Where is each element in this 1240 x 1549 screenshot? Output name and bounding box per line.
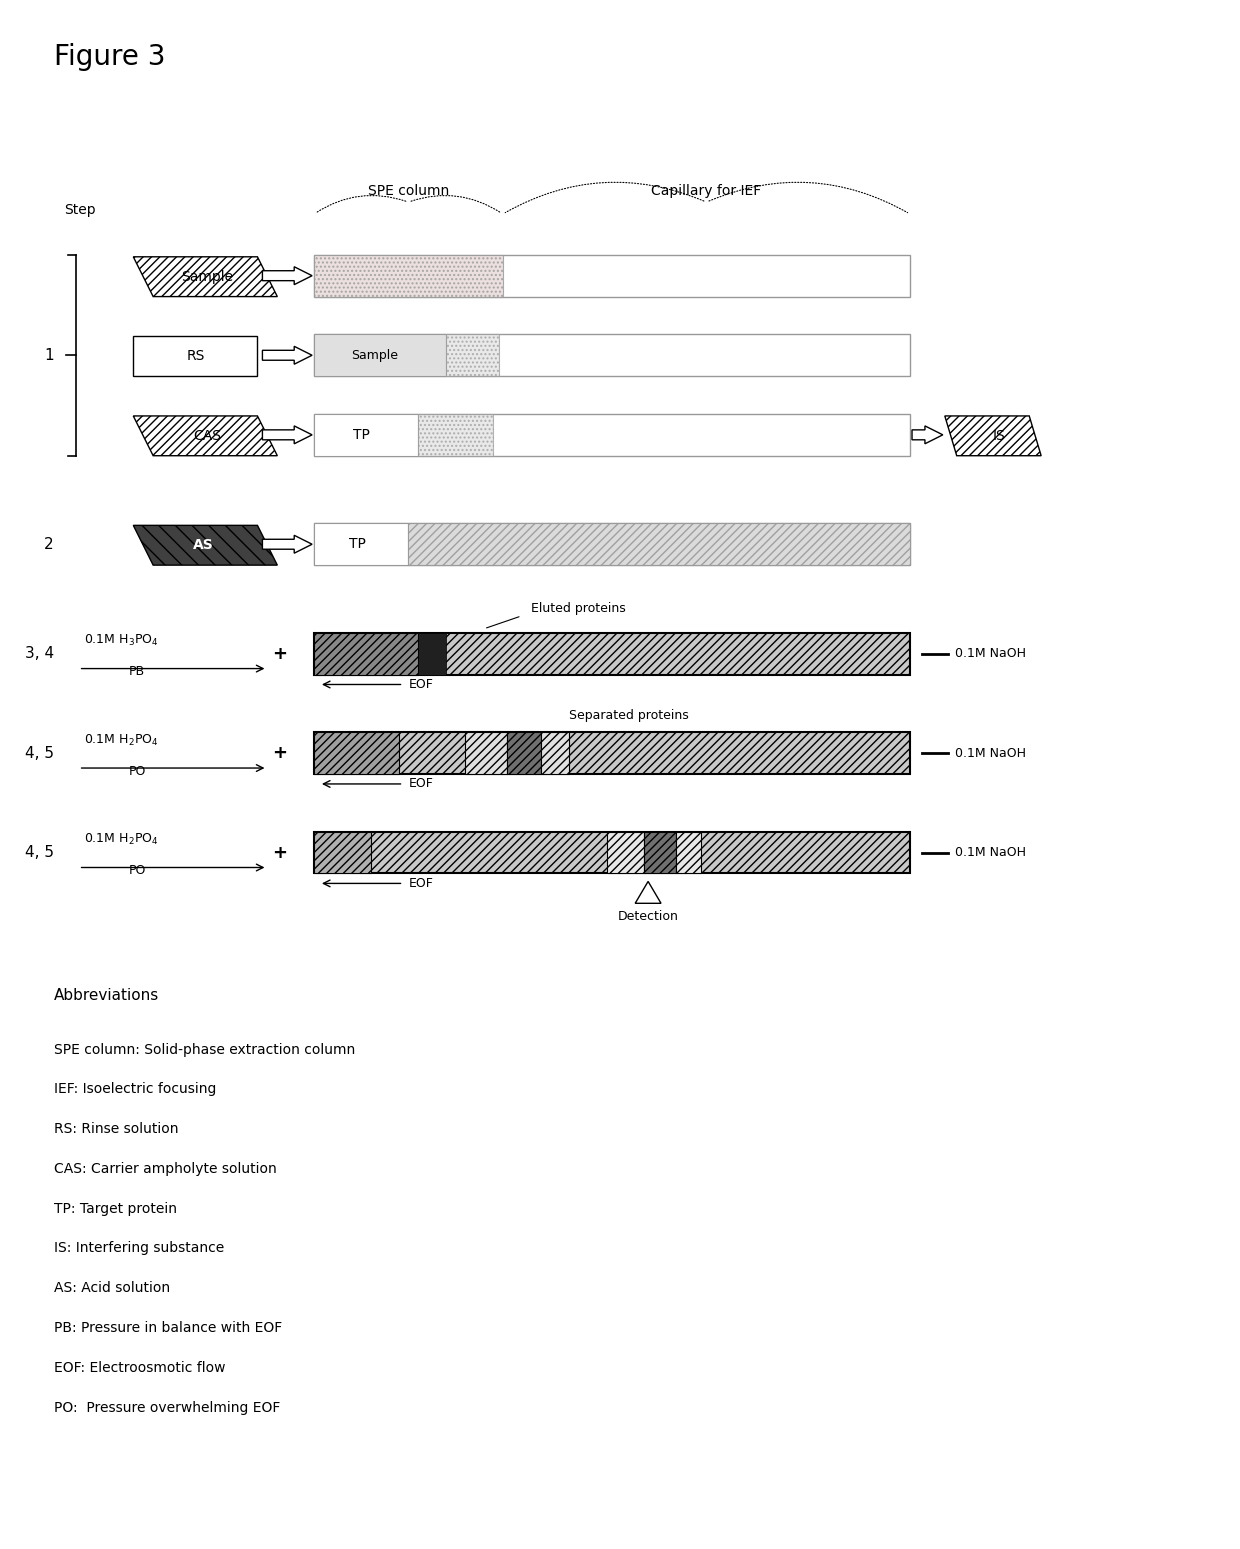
Bar: [645, 832, 676, 874]
Text: 0.1M H$_2$PO$_4$: 0.1M H$_2$PO$_4$: [83, 832, 159, 847]
Polygon shape: [913, 426, 942, 445]
Text: AS: AS: [193, 538, 213, 553]
Bar: [408, 524, 910, 565]
Bar: [446, 335, 498, 376]
Bar: [507, 733, 541, 774]
Text: +: +: [272, 744, 286, 762]
Bar: [314, 256, 502, 296]
Text: EOF: EOF: [408, 778, 433, 790]
Text: 0.1M NaOH: 0.1M NaOH: [955, 647, 1025, 660]
Polygon shape: [133, 417, 278, 455]
Polygon shape: [263, 426, 312, 445]
Text: Figure 3: Figure 3: [53, 43, 165, 71]
Text: 3, 4: 3, 4: [25, 646, 53, 661]
Bar: [676, 832, 701, 874]
Text: Abbreviations: Abbreviations: [53, 988, 159, 1002]
Polygon shape: [263, 347, 312, 364]
Bar: [465, 733, 507, 774]
Text: RS: RS: [186, 349, 205, 364]
Text: EOF: Electroosmotic flow: EOF: Electroosmotic flow: [53, 1362, 226, 1376]
Text: 4, 5: 4, 5: [25, 846, 53, 860]
Text: PB: Pressure in balance with EOF: PB: Pressure in balance with EOF: [53, 1321, 281, 1335]
Text: Sample: Sample: [351, 349, 398, 362]
Text: EOF: EOF: [408, 678, 433, 691]
Text: Capillary for IEF: Capillary for IEF: [651, 184, 761, 198]
Text: PO: PO: [128, 765, 146, 778]
Text: SPE column: Solid-phase extraction column: SPE column: Solid-phase extraction colum…: [53, 1042, 355, 1056]
Text: CAS: CAS: [193, 429, 221, 443]
Text: 1: 1: [45, 349, 53, 362]
Bar: [314, 634, 418, 674]
Text: 0.1M NaOH: 0.1M NaOH: [955, 747, 1025, 759]
Text: 0.1M H$_2$PO$_4$: 0.1M H$_2$PO$_4$: [83, 733, 159, 748]
Bar: [541, 733, 569, 774]
Bar: [314, 733, 399, 774]
Bar: [133, 336, 258, 376]
Bar: [314, 335, 446, 376]
Text: PB: PB: [128, 665, 144, 678]
Bar: [606, 832, 645, 874]
Text: IEF: Isoelectric focusing: IEF: Isoelectric focusing: [53, 1083, 216, 1097]
Polygon shape: [133, 257, 278, 296]
Bar: [314, 414, 418, 455]
Text: +: +: [272, 644, 286, 663]
Text: IS: Interfering substance: IS: Interfering substance: [53, 1241, 224, 1256]
Polygon shape: [263, 536, 312, 553]
Bar: [314, 634, 910, 674]
Text: SPE column: SPE column: [368, 184, 449, 198]
Text: TP: TP: [348, 538, 366, 551]
Text: RS: Rinse solution: RS: Rinse solution: [53, 1121, 179, 1135]
Text: CAS: Carrier ampholyte solution: CAS: Carrier ampholyte solution: [53, 1162, 277, 1176]
Text: TP: Target protein: TP: Target protein: [53, 1202, 177, 1216]
Bar: [314, 524, 408, 565]
Bar: [314, 524, 910, 565]
Text: Eluted proteins: Eluted proteins: [531, 603, 626, 615]
Text: 0.1M NaOH: 0.1M NaOH: [955, 846, 1025, 860]
Bar: [314, 832, 910, 874]
Polygon shape: [263, 266, 312, 285]
Polygon shape: [133, 525, 278, 565]
Text: AS: Acid solution: AS: Acid solution: [53, 1281, 170, 1295]
Text: 0.1M H$_3$PO$_4$: 0.1M H$_3$PO$_4$: [83, 634, 159, 649]
Polygon shape: [945, 417, 1042, 455]
Bar: [314, 832, 371, 874]
Bar: [314, 414, 910, 455]
Bar: [418, 634, 446, 674]
Text: EOF: EOF: [408, 877, 433, 891]
Text: PO: PO: [128, 864, 146, 877]
Text: Detection: Detection: [618, 911, 678, 923]
Text: +: +: [272, 844, 286, 861]
Text: TP: TP: [353, 428, 370, 441]
Bar: [314, 733, 910, 774]
Bar: [418, 414, 494, 455]
Text: Separated proteins: Separated proteins: [569, 709, 688, 722]
Bar: [314, 256, 910, 296]
Text: PO:  Pressure overwhelming EOF: PO: Pressure overwhelming EOF: [53, 1400, 280, 1414]
Polygon shape: [635, 881, 661, 903]
Text: 2: 2: [45, 538, 53, 551]
Text: IS: IS: [993, 429, 1006, 443]
Text: Step: Step: [63, 203, 95, 217]
Bar: [314, 335, 910, 376]
Text: 4, 5: 4, 5: [25, 745, 53, 761]
Text: Sample: Sample: [181, 270, 233, 283]
